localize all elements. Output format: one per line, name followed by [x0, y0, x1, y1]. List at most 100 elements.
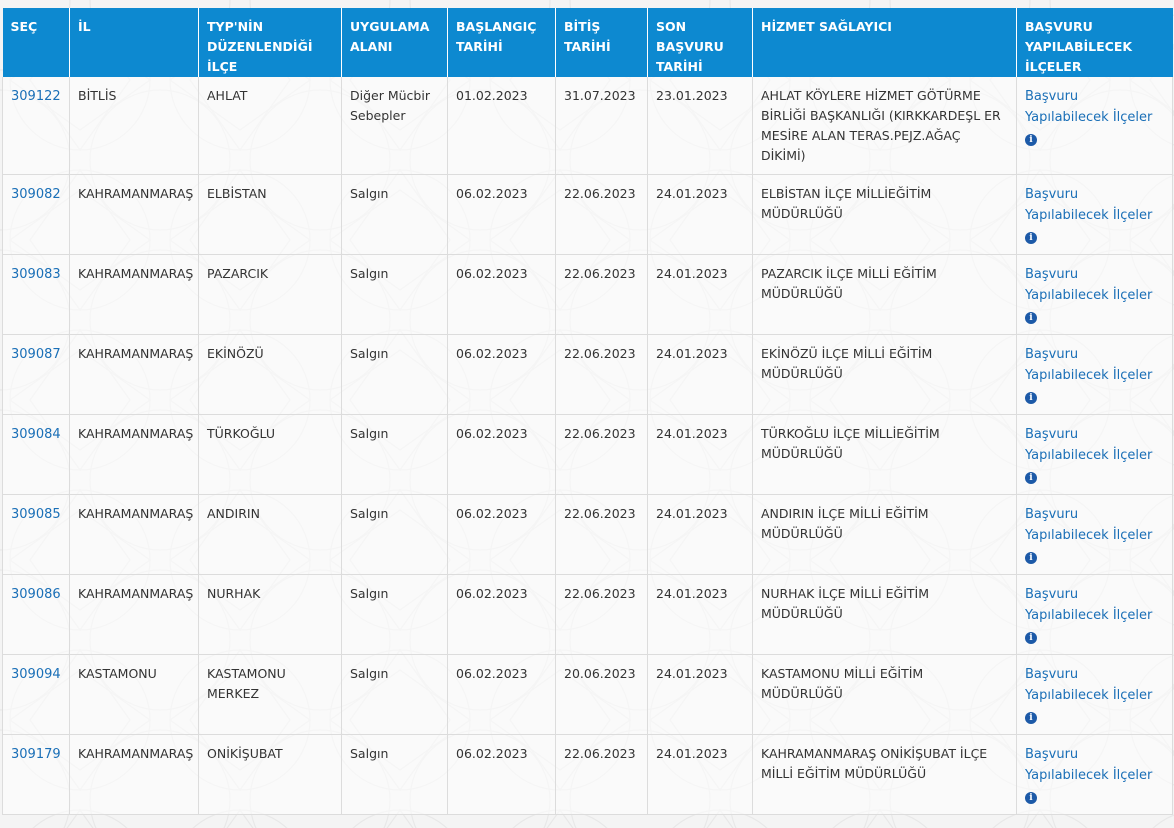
- cell-bitis-tarihi: 31.07.2023: [555, 77, 648, 175]
- cell-text: 22.06.2023: [564, 585, 636, 601]
- cell-text: 06.02.2023: [456, 665, 528, 681]
- info-circle-icon[interactable]: i: [1025, 551, 1037, 564]
- cell-text: Başvuru: [1025, 666, 1079, 682]
- cell-text: 24.01.2023: [656, 745, 728, 761]
- cell-son-basvuru-tarihi: 23.01.2023: [647, 77, 753, 175]
- info-circle-icon[interactable]: i: [1025, 134, 1037, 146]
- record-id-link[interactable]: 309094: [11, 666, 61, 682]
- cell-text: ANDIRIN: [207, 505, 260, 521]
- cell-son-basvuru-tarihi: 24.01.2023: [647, 334, 753, 415]
- cell-il: KAHRAMANMARAŞ: [69, 174, 199, 255]
- cell-text: Yapılabilecek İlçeler: [1025, 110, 1153, 125]
- cell-bitis-tarihi: 20.06.2023: [555, 654, 648, 735]
- header-uygulama-alani[interactable]: UYGULAMA ALANI: [341, 8, 448, 77]
- cell-hizmet-saglayici: PAZARCIK İLÇE MİLLİ EĞİTİM MÜDÜRLÜĞÜ: [752, 254, 1017, 335]
- cell-basvuru-ilceler: Başvuru Yapılabilecek İlçeler i: [1016, 414, 1173, 495]
- header-ilce[interactable]: TYP'NİN DÜZENLENDİĞİ İLÇE: [198, 8, 342, 77]
- header-son-basvuru-tarihi[interactable]: SON BAŞVURU TARİHİ: [647, 8, 753, 77]
- cell-hizmet-saglayici: TÜRKOĞLU İLÇE MİLLİEĞİTİM MÜDÜRLÜĞÜ: [752, 414, 1017, 495]
- header-hizmet-saglayici[interactable]: HİZMET SAĞLAYICI: [752, 8, 1017, 77]
- cell-text: 24.01.2023: [656, 505, 728, 521]
- table-row: 309085 KAHRAMANMARAŞ ANDIRIN Salgın 06.02.20…: [2, 494, 1173, 575]
- header-baslangic-tarihi[interactable]: BAŞLANGIÇ TARİHİ: [447, 8, 556, 77]
- basvuru-ilceler-link[interactable]: Başvuru Yapılabilecek İlçeler: [1025, 584, 1164, 626]
- basvuru-ilceler-link[interactable]: Başvuru Yapılabilecek İlçeler: [1025, 86, 1164, 128]
- cell-son-basvuru-tarihi: 24.01.2023: [647, 654, 753, 735]
- cell-text: KAHRAMANMARAŞ: [78, 425, 194, 441]
- cell-sec: 309083: [2, 254, 70, 335]
- cell-son-basvuru-tarihi: 24.01.2023: [647, 494, 753, 575]
- cell-text: DİKİMİ): [761, 148, 806, 163]
- record-id-link[interactable]: 309087: [11, 346, 61, 362]
- cell-il: KASTAMONU: [69, 654, 199, 735]
- info-circle-icon[interactable]: i: [1025, 311, 1037, 324]
- cell-text: 22.06.2023: [564, 185, 636, 201]
- cell-text: Sebepler: [350, 108, 406, 123]
- basvuru-ilceler-link[interactable]: Başvuru Yapılabilecek İlçeler: [1025, 504, 1164, 546]
- cell-text: Salgın: [350, 665, 389, 681]
- cell-text: Salgın: [350, 505, 389, 521]
- cell-text: 22.06.2023: [564, 425, 636, 441]
- cell-sec: 309084: [2, 414, 70, 495]
- cell-text: BİTLİS: [78, 88, 117, 103]
- cell-text: Başvuru: [1025, 586, 1079, 602]
- basvuru-ilceler-link[interactable]: Başvuru Yapılabilecek İlçeler: [1025, 744, 1164, 786]
- cell-text: 20.06.2023: [564, 665, 636, 681]
- record-id-link[interactable]: 309082: [11, 186, 61, 202]
- basvuru-ilceler-link[interactable]: Başvuru Yapılabilecek İlçeler: [1025, 184, 1164, 226]
- info-circle-icon[interactable]: i: [1025, 471, 1037, 484]
- header-bitis-tarihi[interactable]: BİTİŞ TARİHİ: [555, 8, 648, 77]
- cell-bitis-tarihi: 22.06.2023: [555, 574, 648, 655]
- table-row: 309082 KAHRAMANMARAŞ ELBİSTAN Salgın 06.02.2…: [2, 174, 1173, 255]
- cell-text: EKİNÖZÜ İLÇE MİLLİ EĞİTİM: [761, 345, 933, 361]
- cell-text: MÜDÜRLÜĞÜ: [761, 285, 843, 301]
- record-id-link[interactable]: 309086: [11, 586, 61, 602]
- table-row: 309087 KAHRAMANMARAŞ EKİNÖZÜ Salgın 06.02.20…: [2, 334, 1173, 415]
- basvuru-ilceler-link[interactable]: Başvuru Yapılabilecek İlçeler: [1025, 664, 1164, 706]
- basvuru-ilceler-link[interactable]: Başvuru Yapılabilecek İlçeler: [1025, 264, 1164, 306]
- cell-son-basvuru-tarihi: 24.01.2023: [647, 174, 753, 255]
- cell-sec: 309094: [2, 654, 70, 735]
- cell-text: 24.01.2023: [656, 265, 728, 281]
- record-id-link[interactable]: 309085: [11, 506, 61, 522]
- table-row: 309083 KAHRAMANMARAŞ PAZARCIK Salgın 06.02.2…: [2, 254, 1173, 335]
- cell-text: 24.01.2023: [656, 665, 728, 681]
- header-sec[interactable]: SEÇ: [2, 8, 70, 77]
- record-id-link[interactable]: 309179: [11, 746, 61, 762]
- info-circle-icon[interactable]: i: [1025, 391, 1037, 404]
- cell-basvuru-ilceler: Başvuru Yapılabilecek İlçeler i: [1016, 654, 1173, 735]
- info-circle-icon[interactable]: i: [1025, 631, 1037, 644]
- record-id-link[interactable]: 309083: [11, 266, 61, 282]
- cell-text: 06.02.2023: [456, 585, 528, 601]
- cell-text: KAHRAMANMARAŞ: [78, 345, 194, 361]
- info-circle-icon[interactable]: i: [1025, 711, 1037, 724]
- cell-basvuru-ilceler: Başvuru Yapılabilecek İlçeler i: [1016, 494, 1173, 575]
- cell-baslangic-tarihi: 06.02.2023: [447, 494, 556, 575]
- info-circle-icon[interactable]: i: [1025, 231, 1037, 244]
- cell-text: MİLLİ EĞİTİM MÜDÜRLÜĞÜ: [761, 765, 927, 781]
- cell-il: KAHRAMANMARAŞ: [69, 494, 199, 575]
- cell-basvuru-ilceler: Başvuru Yapılabilecek İlçeler i: [1016, 174, 1173, 255]
- cell-text: KASTAMONU: [207, 665, 286, 681]
- cell-son-basvuru-tarihi: 24.01.2023: [647, 414, 753, 495]
- record-id-link[interactable]: 309084: [11, 426, 61, 442]
- cell-baslangic-tarihi: 06.02.2023: [447, 574, 556, 655]
- header-il[interactable]: İL: [69, 8, 199, 77]
- table-row: 309179 KAHRAMANMARAŞ ONİKİŞUBAT Salgın 06.02…: [2, 734, 1173, 815]
- cell-basvuru-ilceler: Başvuru Yapılabilecek İlçeler i: [1016, 334, 1173, 415]
- record-id-link[interactable]: 309122: [11, 89, 61, 104]
- cell-basvuru-ilceler: Başvuru Yapılabilecek İlçeler i: [1016, 77, 1173, 175]
- cell-text: 23.01.2023: [656, 88, 728, 103]
- basvuru-ilceler-link[interactable]: Başvuru Yapılabilecek İlçeler: [1025, 424, 1164, 466]
- cell-text: MERKEZ: [207, 685, 260, 701]
- cell-text: NURHAK: [207, 585, 261, 601]
- cell-text: Salgın: [350, 185, 389, 201]
- cell-uygulama-alani: Salgın: [341, 654, 448, 735]
- cell-bitis-tarihi: 22.06.2023: [555, 174, 648, 255]
- cell-text: Yapılabilecek İlçeler: [1025, 527, 1153, 543]
- info-circle-icon[interactable]: i: [1025, 791, 1037, 804]
- cell-sec: 309122: [2, 77, 70, 175]
- cell-baslangic-tarihi: 06.02.2023: [447, 174, 556, 255]
- basvuru-ilceler-link[interactable]: Başvuru Yapılabilecek İlçeler: [1025, 344, 1164, 386]
- cell-uygulama-alani: Salgın: [341, 334, 448, 415]
